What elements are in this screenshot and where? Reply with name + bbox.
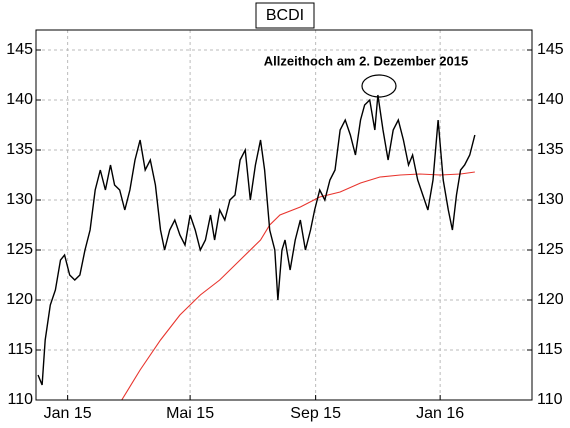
y-tick-label-right: 135 <box>537 141 564 158</box>
y-tick-label: 125 <box>6 241 33 258</box>
x-tick-label: Jan 15 <box>44 405 92 422</box>
y-tick-label-right: 140 <box>537 91 564 108</box>
y-tick-label: 145 <box>6 41 33 58</box>
y-tick-label-right: 110 <box>537 391 563 408</box>
y-tick-label-right: 120 <box>537 291 564 308</box>
y-tick-label: 110 <box>7 391 33 408</box>
y-tick-label: 115 <box>7 341 33 358</box>
y-tick-label: 135 <box>6 141 33 158</box>
y-tick-label-right: 115 <box>537 341 563 358</box>
x-tick-label: Mai 15 <box>166 405 214 422</box>
y-tick-label: 130 <box>6 191 33 208</box>
y-tick-label: 120 <box>6 291 33 308</box>
series-line <box>37 94 476 386</box>
x-tick-label: Sep 15 <box>290 405 341 422</box>
y-tick-label: 140 <box>6 91 33 108</box>
x-tick-label: Jan 16 <box>416 405 464 422</box>
chart-title: BCDI <box>266 7 304 24</box>
y-tick-label-right: 125 <box>537 241 564 258</box>
annotation: Allzeithoch am 2. Dezember 2015 <box>264 53 468 68</box>
y-tick-label-right: 130 <box>537 191 564 208</box>
title-box <box>255 2 315 29</box>
y-tick-label-right: 145 <box>537 41 564 58</box>
plot-frame <box>35 29 533 401</box>
annotation-ellipse <box>361 74 397 98</box>
